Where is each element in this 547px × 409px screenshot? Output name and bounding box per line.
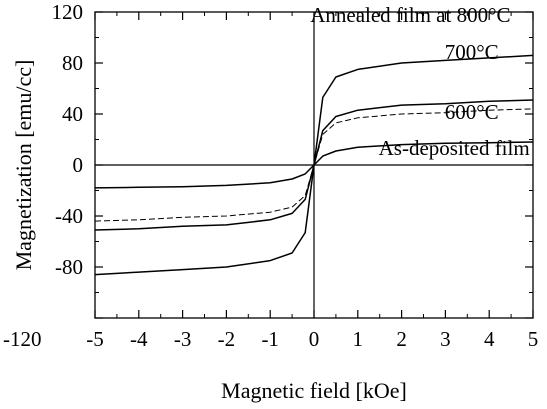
x-tick-label: -4 [130, 327, 148, 351]
x-tick-label: 3 [440, 327, 451, 351]
curve-annotation: 700°C [445, 40, 499, 64]
curve-annotation: As-deposited film [379, 136, 530, 160]
y-axis-title: Magnetization [emu/cc] [11, 60, 36, 271]
curve-annotation: 600°C [445, 100, 499, 124]
y-tick-label: 80 [62, 51, 83, 75]
x-tick-label: 5 [528, 327, 539, 351]
x-tick-label: 4 [484, 327, 495, 351]
x-tick-label: -2 [218, 327, 236, 351]
series-line-3 [94, 141, 534, 189]
x-tick-label: -1 [261, 327, 279, 351]
tick-labels: -5 -4 -3 -2 -1 0 1 2 3 4 5 -120 -80 -40 0 40 80 120 [3, 0, 538, 351]
y-tick-label: -120 [3, 327, 42, 351]
y-tick-label: 0 [73, 153, 84, 177]
curve-annotations: Annealed film at 800°C 700°C 600°C As-depos… [310, 3, 529, 160]
y-tick-label: -40 [55, 204, 83, 228]
curve-annotation: Annealed film at 800°C [310, 3, 510, 27]
x-tick-label: -3 [174, 327, 192, 351]
x-tick-label: 0 [309, 327, 320, 351]
x-tick-label: 2 [396, 327, 407, 351]
x-tick-label: 1 [353, 327, 364, 351]
x-tick-label: -5 [86, 327, 104, 351]
data-series [94, 54, 534, 276]
y-tick-label: 120 [52, 0, 84, 24]
y-tick-label: -80 [55, 255, 83, 279]
x-axis-title: Magnetic field [kOe] [221, 378, 407, 403]
y-tick-label: 40 [62, 102, 83, 126]
